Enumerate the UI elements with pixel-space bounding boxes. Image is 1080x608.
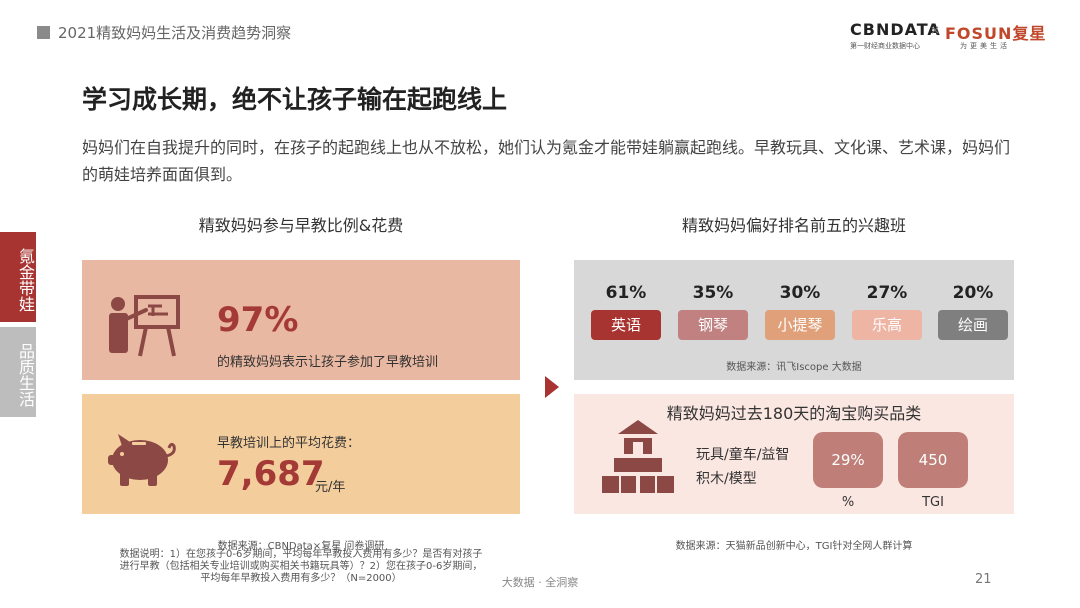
- footer-text: 大数据 · 全洞察: [501, 576, 579, 589]
- page-title: 学习成长期，绝不让孩子输在起跑线上: [82, 85, 508, 114]
- building-blocks-icon: [602, 420, 674, 493]
- teaching-board-icon: [109, 295, 180, 357]
- interest-class-label: 钢琴: [678, 310, 748, 340]
- cbndata-logo: CBNDATA: [850, 20, 941, 39]
- interest-class-percent: 27%: [866, 283, 908, 303]
- side-tab-inactive[interactable]: 品质生活: [0, 327, 36, 417]
- logo-separator: ×: [930, 23, 941, 37]
- purchase-panel: 精致妈妈过去180天的淘宝购买品类 玩具/童车/益智 积木/模型 29% % 4…: [574, 394, 1014, 514]
- fosun-logo-subtitle: 为更美生活: [960, 42, 1010, 50]
- participation-card: 97% 的精致妈妈表示让孩子参加了早教培训: [82, 260, 520, 380]
- report-title: 2021精致妈妈生活及消费趋势洞察: [58, 24, 292, 42]
- piggy-bank-icon: [108, 434, 176, 486]
- spend-value: 7,687: [217, 454, 325, 494]
- cbndata-logo-subtitle: 第一财经商业数据中心: [850, 42, 920, 50]
- spend-card: 早教培训上的平均花费： 7,687 元/年: [82, 394, 520, 514]
- partner-logos: CBNDATA 第一财经商业数据中心 × FOSUN复星 为更美生活: [850, 20, 1050, 56]
- purchase-share-value: 29%: [813, 432, 883, 488]
- left-section-title: 精致妈妈参与早教比例&花费: [198, 216, 404, 235]
- interest-class-label: 绘画: [938, 310, 1008, 340]
- interest-class-percent: 30%: [779, 283, 821, 303]
- interest-class-label: 小提琴: [765, 310, 835, 340]
- purchase-title: 精致妈妈过去180天的淘宝购买品类: [666, 404, 922, 423]
- interest-class-item: 27% 乐高: [852, 282, 922, 340]
- purchase-category-line2: 积木/模型: [696, 471, 757, 487]
- interest-class-label: 英语: [591, 310, 661, 340]
- side-tab-active[interactable]: 氪金带娃: [0, 232, 36, 322]
- right-source: 数据来源：天猫新品创新中心，TGI针对全网人群计算: [675, 541, 913, 552]
- purchase-category-line1: 玩具/童车/益智: [696, 447, 790, 463]
- spend-label: 早教培训上的平均花费：: [217, 436, 361, 451]
- interest-class-percent: 35%: [692, 283, 734, 303]
- interest-class-item: 30% 小提琴: [765, 282, 835, 340]
- left-source: 数据来源：CBNData×复星 问卷调研: [217, 541, 385, 552]
- purchase-tgi-label: TGI: [922, 495, 944, 510]
- interest-class-label: 乐高: [852, 310, 922, 340]
- page-number: 21: [975, 572, 992, 587]
- interest-class-item: 61% 英语: [591, 282, 661, 340]
- interest-class-percent: 61%: [605, 283, 647, 303]
- intro-text: 妈妈们在自我提升的同时，在孩子的起跑线上也从不放松，她们认为氪金才能带娃躺赢起跑…: [82, 138, 1011, 184]
- interest-classes-panel: 61% 英语 35% 钢琴 30% 小提琴 27% 乐高 20% 绘画 数据来源…: [574, 260, 1014, 380]
- spend-unit: 元/年: [315, 480, 346, 495]
- header-marker: [37, 26, 50, 39]
- purchase-share-label: %: [841, 495, 855, 510]
- interest-class-item: 20% 绘画: [938, 282, 1008, 340]
- purchase-tgi-value: 450: [898, 432, 968, 488]
- interest-classes-source: 数据来源：讯飞Iscope 大数据: [726, 362, 862, 373]
- right-section-title: 精致妈妈偏好排名前五的兴趣班: [681, 216, 906, 235]
- left-data-note: 数据说明：1）在您孩子0-6岁期间，平均每年早教投入费用有多少？是否有对孩子进行…: [119, 549, 483, 584]
- interest-class-item: 35% 钢琴: [678, 282, 748, 340]
- interest-class-percent: 20%: [952, 283, 994, 303]
- fosun-logo: FOSUN复星: [945, 24, 1047, 43]
- participation-desc: 的精致妈妈表示让孩子参加了早教培训: [217, 355, 439, 370]
- arrow-icon: [545, 376, 559, 398]
- participation-percent: 97%: [217, 300, 299, 340]
